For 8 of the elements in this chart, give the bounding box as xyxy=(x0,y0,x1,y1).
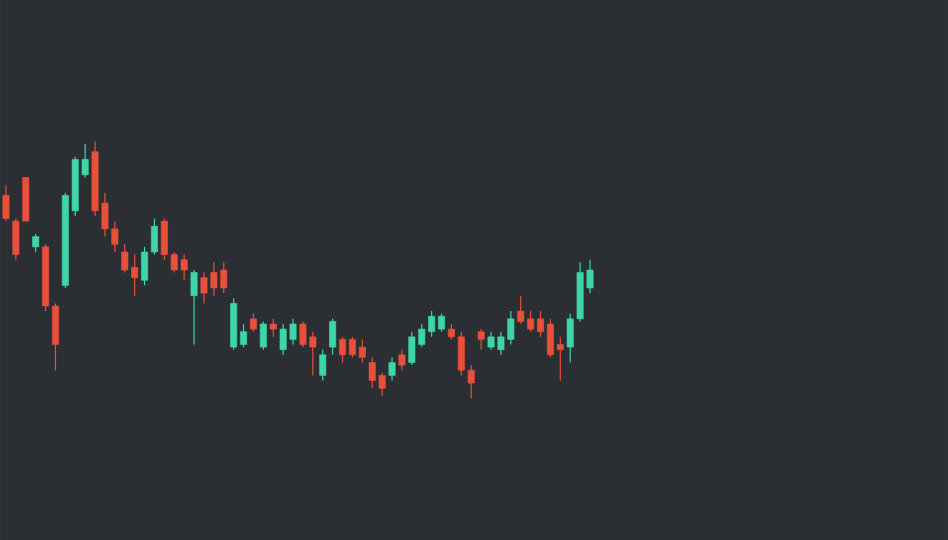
candlestick xyxy=(319,349,327,382)
candlestick xyxy=(2,184,10,222)
candlestick xyxy=(259,320,267,351)
candlestick xyxy=(329,318,337,356)
candlestick xyxy=(388,356,396,382)
candlestick xyxy=(190,269,198,346)
candlestick xyxy=(477,328,485,351)
candlestick xyxy=(398,349,406,371)
